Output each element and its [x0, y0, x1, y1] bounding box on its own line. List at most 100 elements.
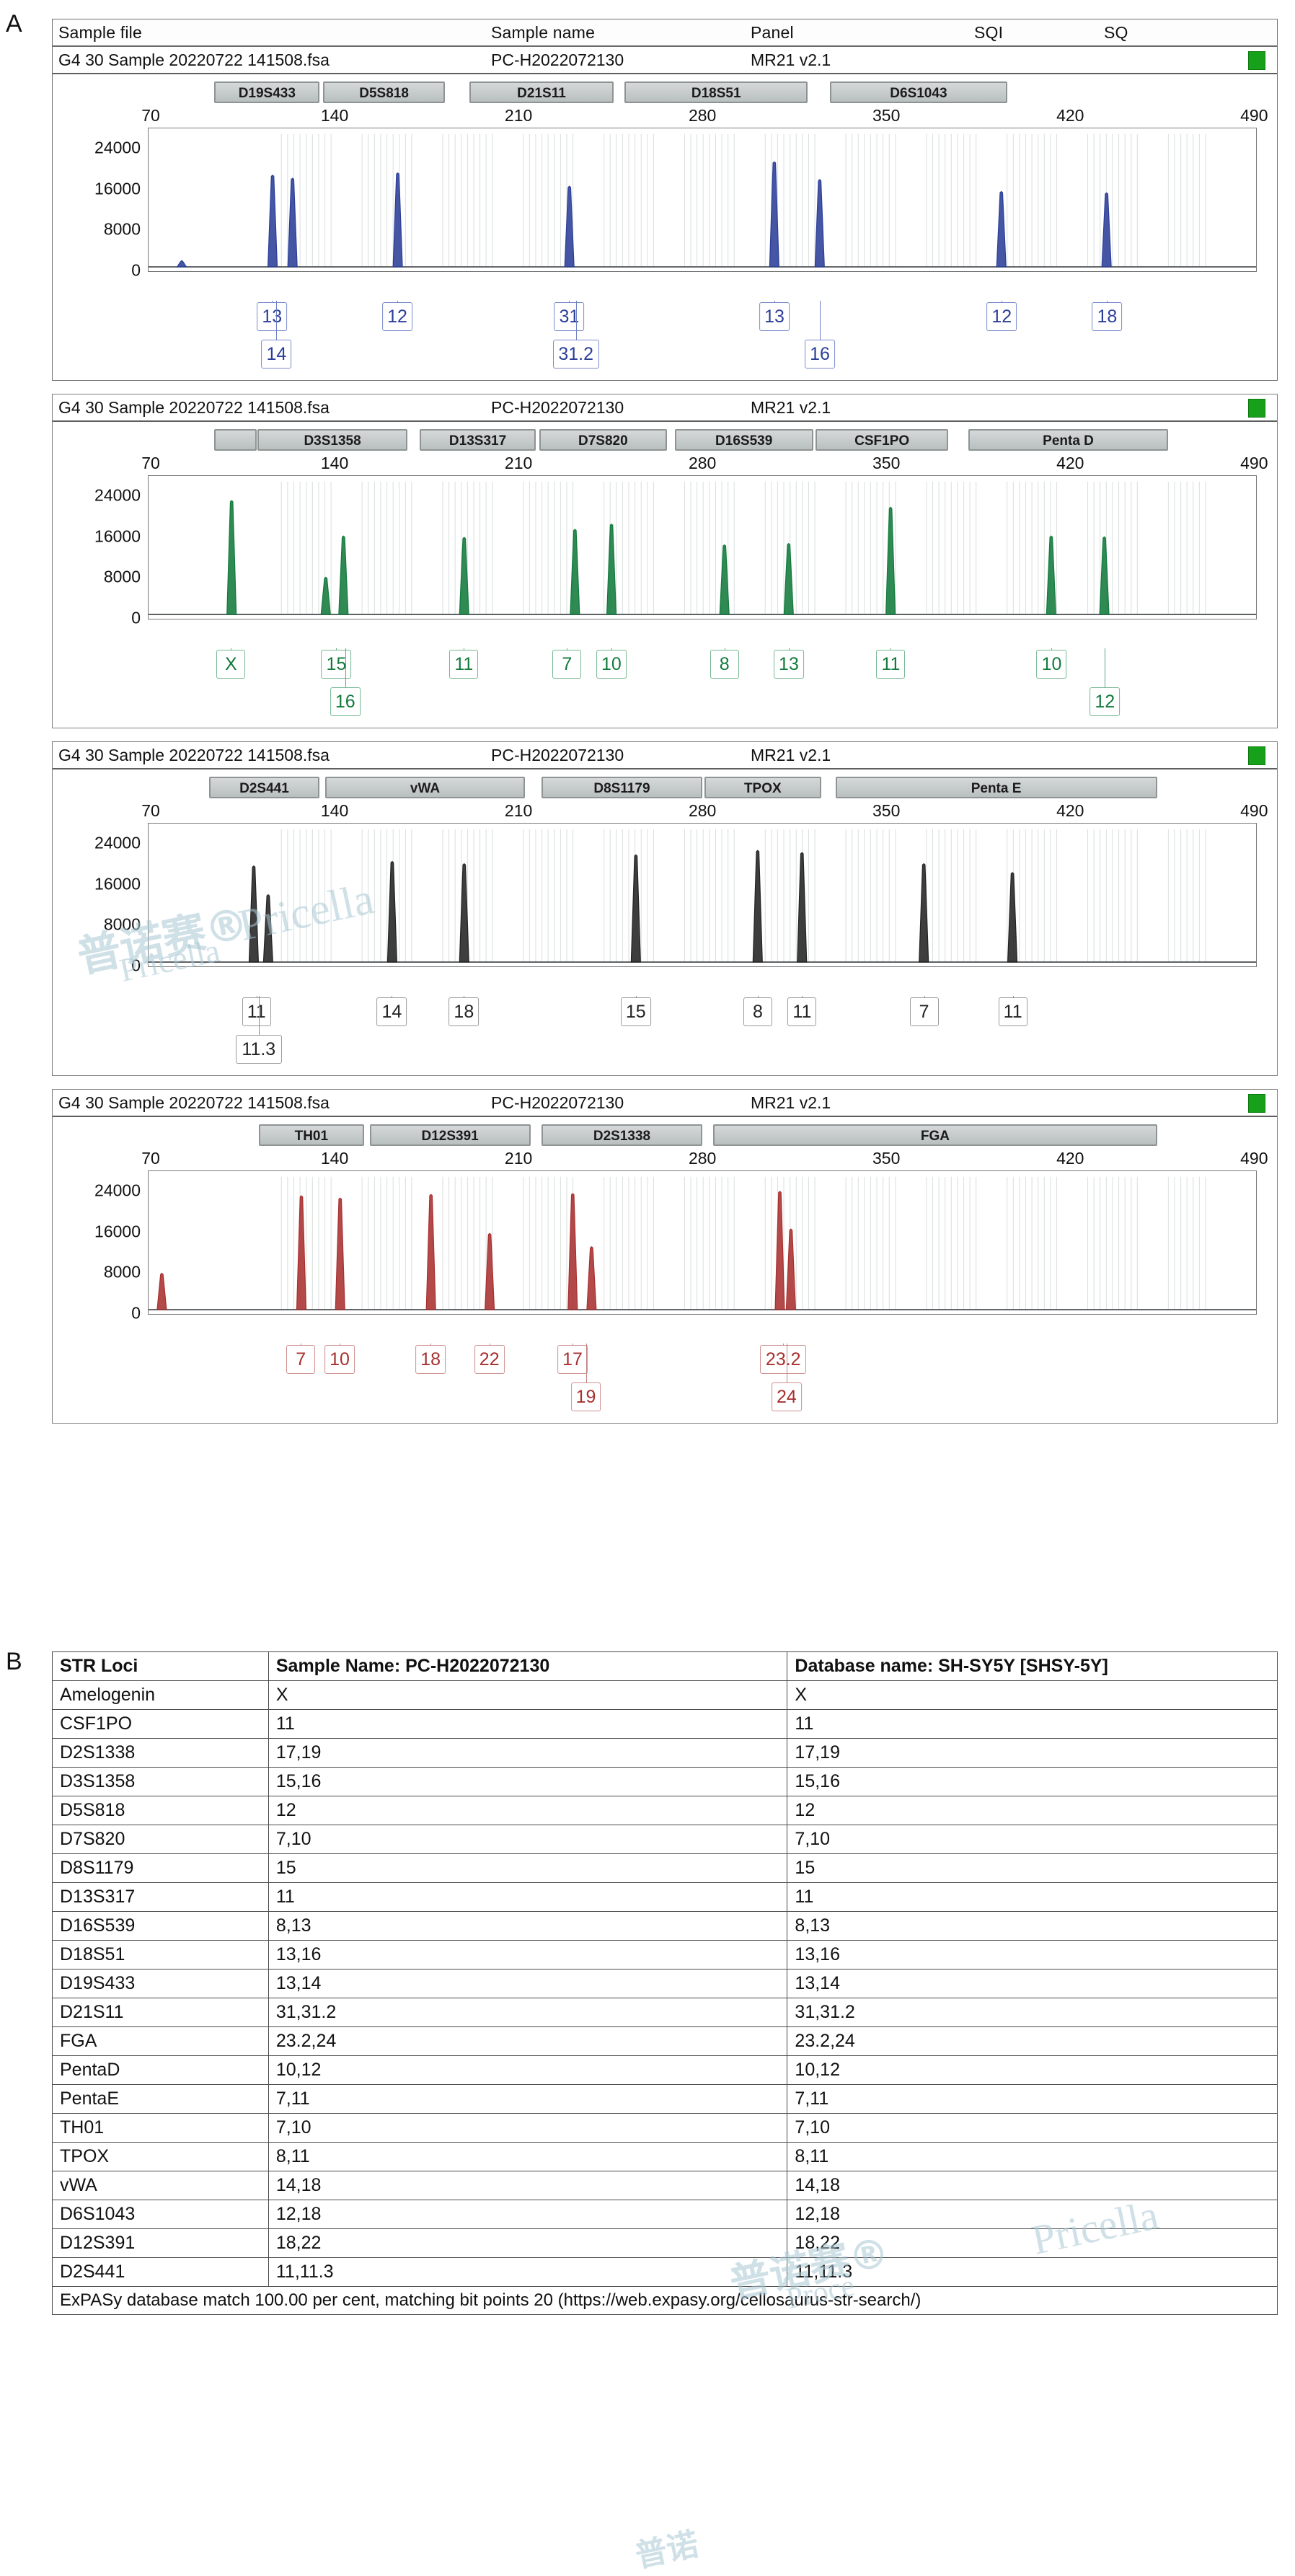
allele-call-box[interactable]: 16 — [805, 340, 835, 369]
locus-marker-fga[interactable]: FGA — [713, 1124, 1157, 1146]
allele-call-box[interactable]: 17 — [557, 1345, 588, 1374]
allele-call-box[interactable]: 8 — [710, 650, 739, 679]
locus-marker-d2s441[interactable]: D2S441 — [208, 777, 320, 798]
allele-call-box[interactable]: 24 — [771, 1382, 802, 1411]
locus-marker-d21s11[interactable]: D21S11 — [469, 81, 614, 103]
locus-marker-d2s1338[interactable]: D2S1338 — [541, 1124, 702, 1146]
locus-marker-unlabeled-0[interactable] — [214, 429, 257, 451]
allele-call-box[interactable]: 7 — [286, 1345, 316, 1374]
y-axis-tick-label: 16000 — [94, 874, 141, 894]
locus-marker-d19s433[interactable]: D19S433 — [214, 81, 320, 103]
table-row: D16S539 8,13 8,13 — [52, 1911, 1278, 1941]
str-table-body: Amelogenin X X CSF1PO 11 11 D2S1338 17,19 17,19 D… — [52, 1680, 1278, 2287]
locus-marker-vwa[interactable]: vWA — [325, 777, 525, 798]
x-axis-tick-label: 350 — [872, 1149, 901, 1168]
allele-call-box[interactable]: 23.2 — [760, 1345, 807, 1374]
run-panel-name: MR21 v2.1 — [751, 397, 831, 417]
allele-call-box[interactable]: 10 — [596, 650, 627, 679]
allele-call-box[interactable]: 12 — [1090, 687, 1121, 716]
locus-marker-d12s391[interactable]: D12S391 — [369, 1124, 531, 1146]
allele-call-box[interactable]: 11 — [242, 997, 271, 1026]
allele-call-box[interactable]: 10 — [1036, 650, 1067, 679]
table-row: D19S433 13,14 13,14 — [52, 1969, 1278, 1998]
trace-plot-canvas — [148, 475, 1257, 619]
allele-call-box[interactable]: 11.3 — [235, 1035, 282, 1064]
locus-marker-d7s820[interactable]: D7S820 — [539, 429, 667, 451]
allele-call-box[interactable]: 14 — [261, 340, 292, 369]
allele-call-box[interactable]: 13 — [774, 650, 804, 679]
cell-sample-value: 7,11 — [268, 2084, 788, 2114]
locus-label: D19S433 — [238, 86, 296, 101]
allele-call-box[interactable]: 18 — [415, 1345, 446, 1374]
locus-marker-tpox[interactable]: TPOX — [704, 777, 821, 798]
locus-bar-strip: D3S1358 D13S317 D7S820 D16S539 CSF1PO Penta D — [53, 429, 1277, 454]
locus-marker-d3s1358[interactable]: D3S1358 — [257, 429, 407, 451]
x-axis-tick-label: 210 — [504, 801, 533, 820]
allele-call-box[interactable]: 18 — [1092, 302, 1123, 331]
allele-call-box[interactable]: 16 — [330, 687, 361, 716]
allele-call-box[interactable]: 18 — [448, 997, 479, 1026]
x-axis-tick-label: 280 — [688, 801, 717, 820]
sq-status-indicator — [1248, 399, 1265, 418]
allele-call-box[interactable]: 22 — [474, 1345, 505, 1374]
allele-call-box[interactable]: 12 — [382, 302, 412, 331]
allele-call-box[interactable]: 31 — [554, 302, 585, 331]
allele-call-box[interactable]: 15 — [620, 997, 651, 1026]
cell-locus-name: D8S1179 — [52, 1853, 269, 1883]
y-axis-tick-label: 0 — [131, 1303, 141, 1323]
y-axis-tick-label: 0 — [131, 956, 141, 975]
allele-connector-line — [890, 648, 892, 650]
allele-call-box[interactable]: 11 — [998, 997, 1027, 1026]
allele-call-box[interactable]: 14 — [376, 997, 407, 1026]
cell-sample-value: 12,18 — [268, 2200, 788, 2229]
allele-connector-line — [430, 1344, 432, 1345]
allele-call-box[interactable]: X — [216, 650, 246, 679]
locus-marker-d16s539[interactable]: D16S539 — [674, 429, 813, 451]
electropherogram-black: G4 30 Sample 20220722 141508.fsa PC-H2022… — [52, 741, 1278, 1076]
allele-connector-line — [258, 996, 260, 1035]
allele-connector-line — [611, 648, 612, 650]
run-sample-name: PC-H2022072130 — [491, 50, 624, 69]
allele-call-box[interactable]: 10 — [324, 1345, 355, 1374]
allele-connector-line — [585, 1344, 587, 1382]
locus-label: D13S317 — [448, 433, 507, 449]
allele-call-box[interactable]: 7 — [909, 997, 939, 1026]
locus-label: D6S1043 — [890, 86, 947, 101]
allele-call-box[interactable]: 13 — [257, 302, 288, 331]
str-table-footer-row: ExPASy database match 100.00 per cent, m… — [52, 2286, 1278, 2315]
allele-call-box[interactable]: 11 — [787, 997, 817, 1026]
locus-marker-csf1po[interactable]: CSF1PO — [815, 429, 949, 451]
cell-locus-name: PentaE — [52, 2084, 269, 2114]
allele-call-box[interactable]: 19 — [570, 1382, 601, 1411]
locus-marker-d13s317[interactable]: D13S317 — [419, 429, 536, 451]
allele-call-box[interactable]: 11 — [876, 650, 906, 679]
locus-marker-d5s818[interactable]: D5S818 — [323, 81, 446, 103]
allele-call-box[interactable]: 11 — [449, 650, 479, 679]
y-axis-tick-label: 8000 — [103, 914, 141, 934]
y-axis-labels: 24000 16000 8000 0 — [53, 823, 145, 975]
locus-marker-d8s1179[interactable]: D8S1179 — [541, 777, 702, 798]
locus-label: vWA — [410, 781, 441, 796]
y-axis-tick-label: 0 — [131, 608, 141, 627]
locus-marker-d18s51[interactable]: D18S51 — [624, 81, 808, 103]
cell-locus-name: D2S441 — [52, 2257, 269, 2287]
allele-call-box[interactable]: 12 — [986, 302, 1017, 331]
column-header-sample-name: Sample name — [491, 22, 596, 42]
allele-call-box[interactable]: 31.2 — [552, 340, 599, 369]
locus-marker-th01[interactable]: TH01 — [258, 1124, 364, 1146]
allele-call-box[interactable]: 15 — [321, 650, 352, 679]
run-panel-name: MR21 v2.1 — [751, 1093, 831, 1112]
x-axis-tick-row: 70 140 210 280 350 420 490 — [53, 801, 1277, 823]
locus-marker-penta-d[interactable]: Penta D — [968, 429, 1168, 451]
watermark: 普诺 — [632, 2526, 702, 2575]
locus-marker-d6s1043[interactable]: D6S1043 — [829, 81, 1007, 103]
locus-marker-penta-e[interactable]: Penta E — [835, 777, 1157, 798]
y-axis-tick-label: 24000 — [94, 833, 141, 852]
allele-call-box[interactable]: 8 — [743, 997, 772, 1026]
cell-sample-value: X — [268, 1680, 788, 1710]
run-panel-name: MR21 v2.1 — [751, 745, 831, 764]
cell-locus-name: D16S539 — [52, 1911, 269, 1941]
cell-sample-value: 8,11 — [268, 2142, 788, 2171]
allele-call-box[interactable]: 13 — [759, 302, 790, 331]
allele-call-box[interactable]: 7 — [552, 650, 582, 679]
